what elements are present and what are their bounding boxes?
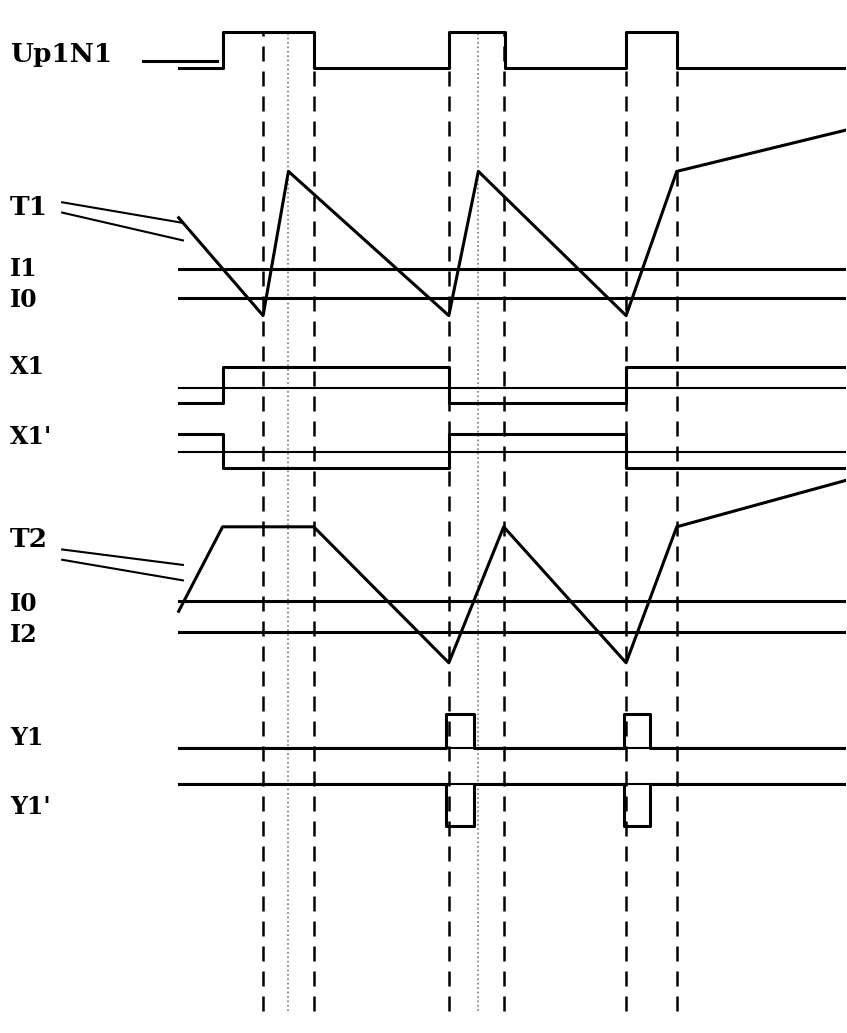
Text: Up1N1: Up1N1 — [10, 42, 112, 67]
Text: T1: T1 — [10, 195, 47, 220]
Text: Y1': Y1' — [10, 795, 51, 819]
Text: T2: T2 — [10, 527, 47, 552]
Text: I2: I2 — [10, 623, 37, 647]
Text: X1: X1 — [10, 355, 45, 379]
Text: X1': X1' — [10, 426, 52, 449]
Text: I0: I0 — [10, 288, 37, 312]
Text: I1: I1 — [10, 257, 37, 281]
Text: Y1: Y1 — [10, 726, 43, 750]
Text: I0: I0 — [10, 592, 37, 616]
